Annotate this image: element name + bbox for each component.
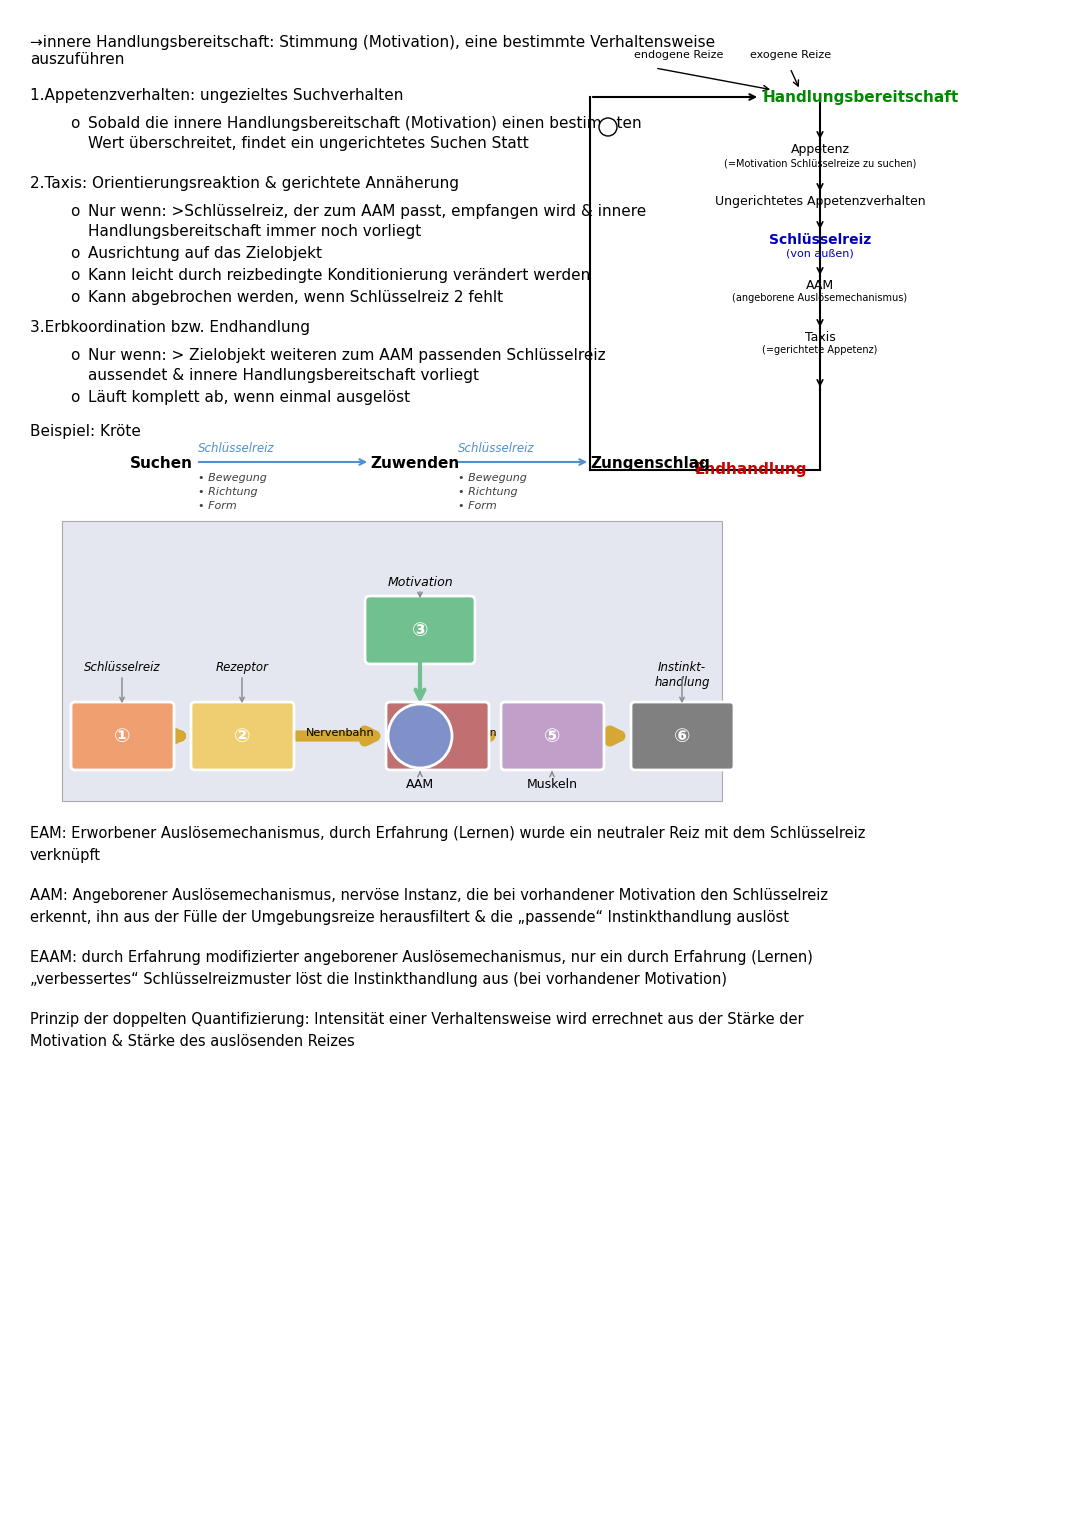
Text: Appetenz: Appetenz [791, 144, 850, 156]
Text: Nur wenn: > Zielobjekt weiteren zum AAM passenden Schlüsselreiz: Nur wenn: > Zielobjekt weiteren zum AAM … [87, 348, 606, 363]
Text: verknüpft: verknüpft [30, 847, 102, 863]
Text: Nervenbahn: Nervenbahn [306, 728, 375, 738]
Text: →innere Handlungsbereitschaft: Stimmung (Motivation), eine bestimmte Verhaltensw: →innere Handlungsbereitschaft: Stimmung … [30, 35, 715, 67]
Text: Wert überschreitet, findet ein ungerichtetes Suchen Statt: Wert überschreitet, findet ein ungericht… [87, 136, 529, 151]
Text: Handlungsbereitschaft: Handlungsbereitschaft [762, 90, 959, 105]
Text: Sobald die innere Handlungsbereitschaft (Motivation) einen bestimmten: Sobald die innere Handlungsbereitschaft … [87, 116, 642, 131]
Text: Kann abgebrochen werden, wenn Schlüsselreiz 2 fehlt: Kann abgebrochen werden, wenn Schlüsselr… [87, 290, 503, 305]
Text: 1.Appetenzverhalten: ungezieltes Suchverhalten: 1.Appetenzverhalten: ungezieltes Suchver… [30, 89, 403, 102]
Text: o: o [70, 116, 79, 131]
Text: o: o [70, 389, 79, 405]
Text: 3.Erbkoordination bzw. Endhandlung: 3.Erbkoordination bzw. Endhandlung [30, 321, 310, 334]
Text: Ungerichtetes Appetenzverhalten: Ungerichtetes Appetenzverhalten [715, 195, 926, 208]
Text: (=gerichtete Appetenz): (=gerichtete Appetenz) [762, 345, 878, 354]
Text: ⊖: ⊖ [604, 122, 612, 131]
Text: ①: ① [113, 727, 131, 745]
Text: Schlüsselreiz: Schlüsselreiz [458, 441, 535, 455]
Text: o: o [70, 205, 79, 218]
Text: Handlungsbereitschaft immer noch vorliegt: Handlungsbereitschaft immer noch vorlieg… [87, 224, 421, 240]
Text: Zungenschlag: Zungenschlag [590, 457, 710, 470]
Text: ⑤: ⑤ [543, 727, 561, 745]
Text: Motivation: Motivation [388, 576, 453, 589]
Text: o: o [70, 290, 79, 305]
Text: Schlüsselreiz: Schlüsselreiz [84, 661, 160, 673]
FancyBboxPatch shape [631, 702, 734, 770]
Text: • Richtung: • Richtung [458, 487, 517, 496]
Text: erkennt, ihn aus der Fülle der Umgebungsreize herausfiltert & die „passende“ Ins: erkennt, ihn aus der Fülle der Umgebungs… [30, 910, 789, 925]
Text: exogene Reize: exogene Reize [750, 50, 832, 60]
Text: Nervenbahn: Nervenbahn [429, 728, 497, 738]
Text: (von außen): (von außen) [786, 249, 854, 260]
Text: Zuwenden: Zuwenden [370, 457, 459, 470]
Text: ②: ② [233, 727, 251, 745]
Circle shape [388, 704, 453, 768]
FancyBboxPatch shape [62, 521, 723, 802]
FancyBboxPatch shape [386, 702, 489, 770]
Text: (angeborene Auslösemechanismus): (angeborene Auslösemechanismus) [732, 293, 907, 302]
Text: Nur wenn: >Schlüsselreiz, der zum AAM passt, empfangen wird & innere: Nur wenn: >Schlüsselreiz, der zum AAM pa… [87, 205, 646, 218]
Text: Läuft komplett ab, wenn einmal ausgelöst: Läuft komplett ab, wenn einmal ausgelöst [87, 389, 410, 405]
Text: Schlüsselreiz: Schlüsselreiz [769, 234, 872, 247]
FancyBboxPatch shape [191, 702, 294, 770]
Text: o: o [70, 348, 79, 363]
Text: AAM: AAM [806, 279, 834, 292]
Text: „verbessertes“ Schlüsselreizmuster löst die Instinkthandlung aus (bei vorhandene: „verbessertes“ Schlüsselreizmuster löst … [30, 973, 727, 986]
Text: ③: ③ [411, 620, 429, 640]
Text: Taxis: Taxis [805, 331, 835, 344]
Text: Suchen: Suchen [130, 457, 193, 470]
Text: EAAM: durch Erfahrung modifizierter angeborener Auslösemechanismus, nur ein durc: EAAM: durch Erfahrung modifizierter ange… [30, 950, 813, 965]
Text: Ausrichtung auf das Zielobjekt: Ausrichtung auf das Zielobjekt [87, 246, 322, 261]
Text: AAM: AAM [406, 777, 434, 791]
Text: • Bewegung: • Bewegung [198, 473, 267, 483]
FancyBboxPatch shape [365, 596, 475, 664]
Text: Schlüsselreiz: Schlüsselreiz [198, 441, 274, 455]
Text: Beispiel: Kröte: Beispiel: Kröte [30, 425, 140, 438]
Text: Prinzip der doppelten Quantifizierung: Intensität einer Verhaltensweise wird err: Prinzip der doppelten Quantifizierung: I… [30, 1012, 804, 1028]
Text: Muskeln: Muskeln [527, 777, 578, 791]
Text: • Bewegung: • Bewegung [458, 473, 527, 483]
FancyBboxPatch shape [71, 702, 174, 770]
FancyBboxPatch shape [501, 702, 604, 770]
Text: AAM: Angeborener Auslösemechanismus, nervöse Instanz, die bei vorhandener Motiva: AAM: Angeborener Auslösemechanismus, ner… [30, 889, 828, 902]
Text: aussendet & innere Handlungsbereitschaft vorliegt: aussendet & innere Handlungsbereitschaft… [87, 368, 480, 383]
Text: • Richtung: • Richtung [198, 487, 258, 496]
Text: Endhandlung: Endhandlung [696, 463, 808, 476]
Text: endogene Reize: endogene Reize [634, 50, 724, 60]
Text: ⑥: ⑥ [674, 727, 690, 745]
Text: o: o [70, 269, 79, 282]
Circle shape [599, 118, 617, 136]
Text: Motivation & Stärke des auslösenden Reizes: Motivation & Stärke des auslösenden Reiz… [30, 1034, 354, 1049]
Text: • Form: • Form [198, 501, 237, 512]
Text: Instinkt-
handlung: Instinkt- handlung [654, 661, 710, 689]
Text: Rezeptor: Rezeptor [216, 661, 269, 673]
Text: o: o [70, 246, 79, 261]
Text: 2.Taxis: Orientierungsreaktion & gerichtete Annäherung: 2.Taxis: Orientierungsreaktion & gericht… [30, 176, 459, 191]
Text: (=Motivation Schlüsselreize zu suchen): (=Motivation Schlüsselreize zu suchen) [724, 159, 916, 169]
Text: EAM: Erworbener Auslösemechanismus, durch Erfahrung (Lernen) wurde ein neutraler: EAM: Erworbener Auslösemechanismus, durc… [30, 826, 865, 841]
Text: ④: ④ [411, 727, 429, 745]
Text: • Form: • Form [458, 501, 497, 512]
Text: Kann leicht durch reizbedingte Konditionierung verändert werden: Kann leicht durch reizbedingte Kondition… [87, 269, 591, 282]
